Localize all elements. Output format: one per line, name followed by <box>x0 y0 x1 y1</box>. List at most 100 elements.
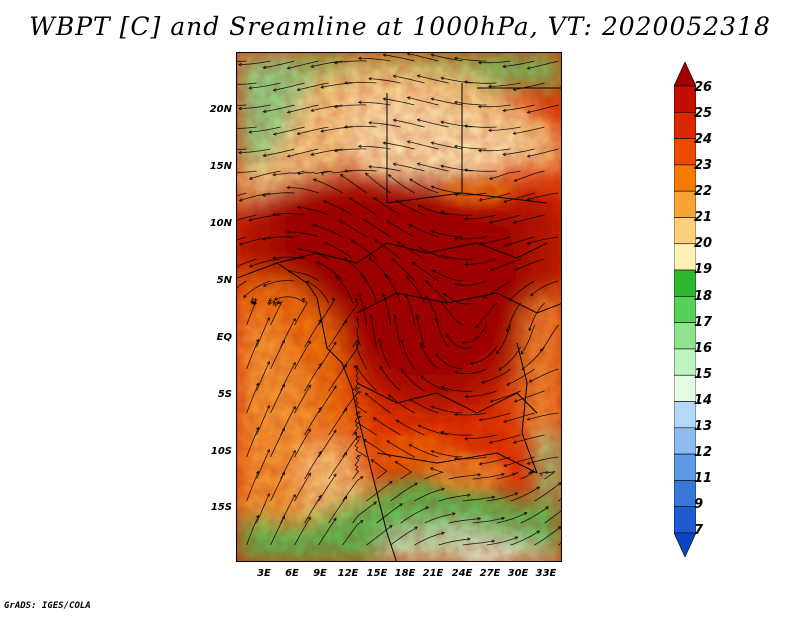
streamline <box>249 258 281 268</box>
streamline <box>464 125 497 128</box>
map-panel <box>236 52 562 562</box>
streamline-arrow <box>406 96 411 100</box>
streamline-arrow <box>536 530 541 534</box>
streamline-arrow <box>435 353 439 357</box>
streamline-arrow <box>286 110 291 114</box>
streamline <box>440 254 473 260</box>
streamline-arrow <box>408 444 413 448</box>
streamline-arrow <box>333 473 337 478</box>
streamline-arrow <box>526 197 531 201</box>
streamline <box>344 169 377 172</box>
streamline-arrow <box>406 275 410 280</box>
colorbar-label: 16 <box>694 341 713 356</box>
streamline <box>311 60 343 68</box>
streamline-arrow <box>440 120 445 125</box>
streamline-arrow <box>453 412 458 417</box>
streamline-arrow <box>393 314 398 319</box>
lat-label-10s: 10S <box>210 446 232 457</box>
streamline <box>328 408 348 436</box>
streamline-arrow <box>348 197 353 201</box>
streamline-arrow <box>343 407 348 412</box>
streamline-arrow <box>307 428 311 433</box>
streamline-arrow <box>526 417 531 421</box>
streamline <box>534 526 561 546</box>
streamline-arrow <box>254 297 259 302</box>
streamline <box>503 456 535 467</box>
streamline <box>409 398 439 414</box>
streamline-arrow <box>307 516 311 521</box>
streamline-arrow <box>333 148 338 153</box>
streamline <box>534 482 561 502</box>
streamline-arrow <box>372 417 377 421</box>
streamline-arrow <box>356 387 361 391</box>
streamline-arrow <box>489 399 494 403</box>
streamline <box>363 439 391 458</box>
streamline <box>246 471 259 502</box>
streamline-arrow <box>477 517 482 521</box>
streamline-arrow <box>358 390 362 395</box>
streamline <box>294 428 311 458</box>
streamline <box>489 434 521 443</box>
streamline <box>304 319 322 348</box>
streamline <box>354 436 367 458</box>
streamline <box>478 104 511 108</box>
streamline <box>393 163 425 172</box>
streamline <box>298 248 329 260</box>
streamline <box>238 280 247 287</box>
streamline-arrow <box>272 132 277 136</box>
streamline <box>479 456 511 465</box>
streamline-arrow <box>387 174 392 178</box>
streamline <box>479 412 511 421</box>
streamline <box>280 362 296 392</box>
streamline <box>356 339 367 370</box>
colorbar-bin <box>674 348 696 376</box>
streamline <box>406 276 425 304</box>
streamline <box>383 142 415 150</box>
streamline-arrow <box>395 419 400 424</box>
streamline <box>472 517 505 524</box>
streamline-arrow <box>464 262 469 267</box>
streamline <box>488 126 521 131</box>
streamline <box>280 450 296 480</box>
streamline <box>472 473 505 480</box>
streamline-arrow <box>359 476 364 480</box>
colorbar-bin <box>674 217 696 245</box>
streamline <box>510 530 540 546</box>
streamline <box>297 170 329 175</box>
colorbar-bin <box>674 62 696 87</box>
streamline-arrow <box>238 62 242 67</box>
lon-label-27e: 27E <box>479 568 501 579</box>
streamline-arrow <box>434 317 439 322</box>
streamline-arrow <box>513 399 518 403</box>
streamline-arrow <box>255 514 260 519</box>
streamline-arrow <box>333 429 337 434</box>
streamline-arrow <box>488 176 493 181</box>
streamline <box>325 242 353 260</box>
streamline <box>514 390 545 403</box>
streamline-arrow <box>318 406 322 411</box>
streamline <box>431 98 463 106</box>
streamline <box>431 185 463 194</box>
streamline-arrow <box>514 267 518 271</box>
streamline <box>243 280 271 298</box>
streamline-arrow <box>333 385 337 390</box>
streamline-arrow <box>414 526 418 531</box>
streamline-arrow <box>333 104 338 109</box>
streamline-arrow <box>395 199 400 204</box>
streamline <box>465 390 497 397</box>
streamline-arrow <box>368 77 372 81</box>
streamline <box>342 520 364 546</box>
streamline <box>558 498 561 502</box>
streamline-arrow <box>526 110 531 114</box>
streamline-arrow <box>312 223 317 228</box>
streamline-arrow <box>503 199 507 203</box>
streamline <box>358 58 391 62</box>
streamline-arrow <box>530 469 535 473</box>
streamline <box>368 122 401 128</box>
streamline-arrow <box>335 275 339 280</box>
streamline-arrow <box>503 243 507 247</box>
streamline-arrow <box>382 293 386 298</box>
streamline <box>490 390 521 402</box>
streamline <box>238 258 257 266</box>
streamline-arrow <box>356 339 361 343</box>
